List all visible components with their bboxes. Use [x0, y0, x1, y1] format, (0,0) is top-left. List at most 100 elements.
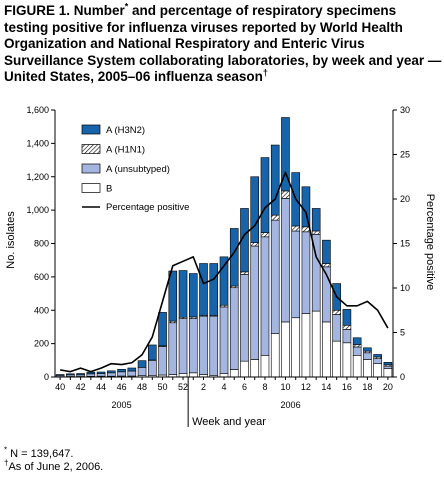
- bar-a-unsubtyped-week-17: [352, 346, 362, 356]
- bar-a-h3n2-week-13: [311, 208, 321, 232]
- y2-tick-label: 20: [400, 194, 410, 204]
- bar-a-h3n2-week-8: [260, 157, 270, 233]
- x-tick-label: 20: [383, 382, 393, 392]
- x-tick-label: 4: [221, 382, 226, 392]
- bar-a-unsubtyped-week-7: [250, 245, 260, 360]
- bar-b-week-14: [322, 321, 331, 378]
- bar-a-unsubtyped-week-2: [199, 315, 208, 375]
- y2-tick-label: 5: [400, 328, 405, 338]
- x-tick-label: 50: [158, 382, 168, 392]
- bar-b-week-8: [260, 355, 270, 378]
- bar-a-h3n2-week-9: [270, 144, 280, 216]
- bar-a-unsubtyped-week-5: [229, 287, 239, 370]
- bar-a-unsubtyped-week-10: [281, 198, 290, 323]
- bar-a-unsubtyped-week-18: [363, 352, 372, 360]
- percentage-positive-line: [59, 171, 389, 373]
- bar-b-week-17: [352, 355, 362, 378]
- x-tick-label: 8: [262, 382, 267, 392]
- bar-a-unsubtyped-week-48: [137, 367, 147, 376]
- bar-a-h3n2-week-20: [383, 362, 393, 366]
- y2-tick-label: 30: [400, 105, 410, 115]
- y2-tick-label: 15: [400, 239, 410, 249]
- bar-a-h1n1-week-9: [270, 214, 280, 221]
- bar-a-unsubtyped-week-50: [158, 346, 167, 376]
- x-tick-label: 48: [137, 382, 147, 392]
- bar-a-h1n1-week-8: [260, 232, 270, 238]
- bar-a-h3n2-week-3: [209, 263, 219, 316]
- bar-a-h3n2-week-2: [199, 263, 208, 316]
- bar-a-unsubtyped-week-46: [117, 371, 126, 377]
- bar-a-unsubtyped-week-12: [301, 231, 311, 314]
- bar-a-unsubtyped-week-8: [260, 236, 270, 356]
- footnote-2: †As of June 2, 2006.: [4, 458, 103, 473]
- bar-a-h1n1-week-10: [281, 190, 290, 199]
- y2-tick-label: 10: [400, 283, 410, 293]
- bar-b-week-11: [291, 317, 300, 378]
- footnote-1-mark: *: [4, 445, 8, 455]
- bar-a-h3n2-week-10: [281, 117, 290, 192]
- x-tick-label: 52: [178, 382, 188, 392]
- y-tick-label: 400: [34, 305, 49, 315]
- bar-b-week-19: [373, 363, 382, 378]
- bar-a-h3n2-week-46: [117, 369, 126, 373]
- bar-a-h3n2-week-12: [301, 186, 311, 228]
- bar-a-unsubtyped-week-43: [86, 373, 96, 377]
- y-tick-label: 0: [44, 372, 49, 382]
- legend-swatch-a-h1n1: [81, 144, 101, 154]
- title-rest-text: and percentage of respiratory specimens …: [4, 3, 442, 84]
- x-tick-label: 42: [76, 382, 86, 392]
- bar-a-unsubtyped-week-15: [332, 314, 341, 342]
- bar-a-h3n2-week-16: [342, 309, 352, 326]
- bar-b-week-15: [332, 340, 341, 378]
- bar-b-week-18: [363, 359, 372, 378]
- title-footnote-mark-1: *: [124, 1, 129, 12]
- footnote-2-mark: †: [4, 458, 9, 468]
- bar-b-week-52: [178, 373, 188, 378]
- y2-axis-label: Percentage positive: [424, 194, 436, 291]
- bar-b-week-13: [311, 310, 321, 378]
- bar-a-unsubtyped-week-16: [342, 329, 352, 344]
- y-tick-label: 1,200: [26, 172, 49, 182]
- bar-a-h3n2-week-45: [107, 370, 116, 374]
- footnote-1-text: N = 139,647.: [7, 448, 74, 460]
- bar-b-week-5: [229, 369, 239, 378]
- bar-a-unsubtyped-week-19: [373, 358, 382, 364]
- bar-a-h3n2-week-48: [137, 360, 147, 368]
- legend-label-a-h3n2: A (H3N2): [106, 125, 145, 136]
- bar-a-h3n2-week-40: [55, 374, 65, 376]
- bar-a-unsubtyped-week-49: [148, 360, 157, 376]
- bar-a-unsubtyped-week-52: [178, 318, 188, 374]
- bar-a-h3n2-week-51: [168, 270, 178, 322]
- legend-label-percentage-positive: Percentage positive: [106, 202, 189, 213]
- x-tick-label: 44: [96, 382, 106, 392]
- bar-a-unsubtyped-week-4: [219, 306, 229, 374]
- bar-a-h3n2-week-49: [148, 344, 157, 361]
- bar-a-unsubtyped-week-47: [127, 370, 137, 377]
- bar-a-h3n2-week-17: [352, 337, 362, 345]
- bar-b-week-10: [281, 321, 290, 378]
- bar-b-week-9: [270, 333, 280, 378]
- y2-tick-label: 25: [400, 150, 410, 160]
- title-footnote-mark-2: †: [262, 67, 268, 78]
- bar-a-h1n1-week-13: [311, 230, 321, 235]
- bar-b-week-16: [342, 342, 352, 378]
- x-tick-label: 10: [280, 382, 290, 392]
- bar-a-h1n1-week-16: [342, 324, 352, 330]
- y-tick-label: 1,600: [26, 105, 49, 115]
- x-tick-label: 46: [117, 382, 127, 392]
- footnote-1: * N = 139,647.: [4, 445, 74, 460]
- year-label-2006: 2006: [281, 400, 301, 410]
- legend-swatch-a-h3n2: [81, 124, 101, 135]
- year-label-2005: 2005: [112, 400, 132, 410]
- bar-a-unsubtyped-week-3: [209, 315, 219, 376]
- bar-a-h1n1-week-6: [240, 271, 249, 275]
- y-tick-label: 1,400: [26, 138, 49, 148]
- x-axis-label: Week and year: [192, 416, 266, 428]
- bar-a-h3n2-week-50: [158, 312, 167, 347]
- bar-a-unsubtyped-week-6: [240, 274, 249, 362]
- bar-a-h3n2-week-44: [96, 371, 106, 374]
- title-main-text: FIGURE 1. Number: [4, 3, 125, 18]
- bar-a-h3n2-week-42: [76, 373, 85, 376]
- legend-label-b: B: [106, 184, 112, 195]
- bar-b-week-6: [240, 360, 249, 378]
